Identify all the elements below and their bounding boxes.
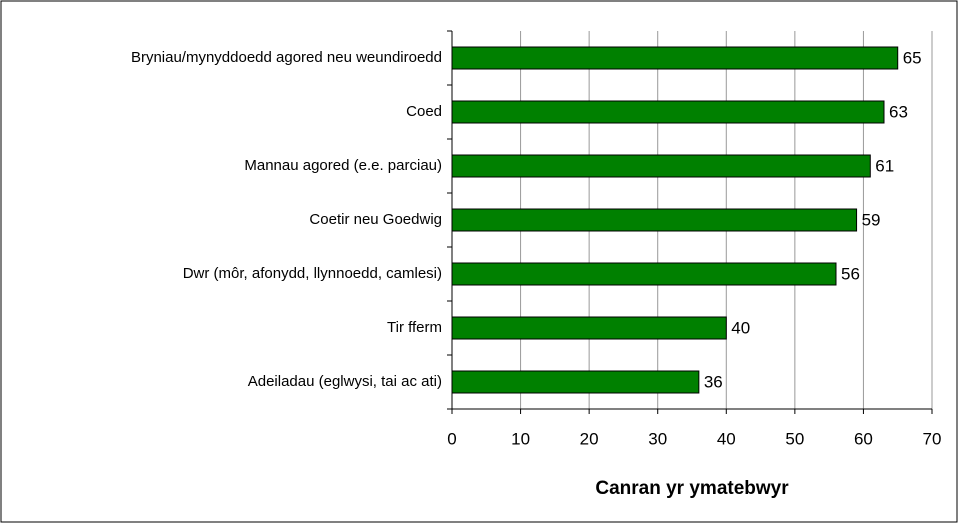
y-tick-label: Adeiladau (eglwysi, tai ac ati) — [248, 373, 442, 390]
x-axis-label: Canran yr ymatebwyr — [595, 478, 789, 499]
y-tick-label: Dwr (môr, afonydd, llynnoedd, camlesi) — [183, 265, 442, 282]
y-tick-label: Tir fferm — [387, 319, 442, 336]
x-tick-label: 60 — [854, 429, 873, 448]
bar — [451, 46, 899, 70]
x-tick-label: 0 — [447, 429, 456, 448]
x-tick-label: 70 — [923, 429, 942, 448]
bar — [451, 208, 858, 232]
y-tick-label: Coetir neu Goedwig — [309, 211, 442, 228]
bar — [451, 370, 700, 394]
data-label: 63 — [889, 102, 908, 121]
x-tick-label: 20 — [580, 429, 599, 448]
x-tick-label: 40 — [717, 429, 736, 448]
x-tick-label: 30 — [648, 429, 667, 448]
y-tick-label: Coed — [406, 103, 442, 120]
data-label: 56 — [841, 264, 860, 283]
data-label: 59 — [862, 210, 881, 229]
bar — [451, 100, 885, 124]
bar — [451, 262, 837, 286]
y-tick-label: Mannau agored (e.e. parciau) — [244, 157, 442, 174]
data-label: 65 — [903, 48, 922, 67]
y-tick-label: Bryniau/mynyddoedd agored neu weundiroed… — [131, 49, 442, 66]
x-tick-label: 50 — [785, 429, 804, 448]
x-tick-label: 10 — [511, 429, 530, 448]
data-label: 40 — [731, 318, 750, 337]
bar — [451, 154, 871, 178]
bar — [451, 316, 727, 340]
data-label: 36 — [704, 372, 723, 391]
data-label: 61 — [875, 156, 894, 175]
